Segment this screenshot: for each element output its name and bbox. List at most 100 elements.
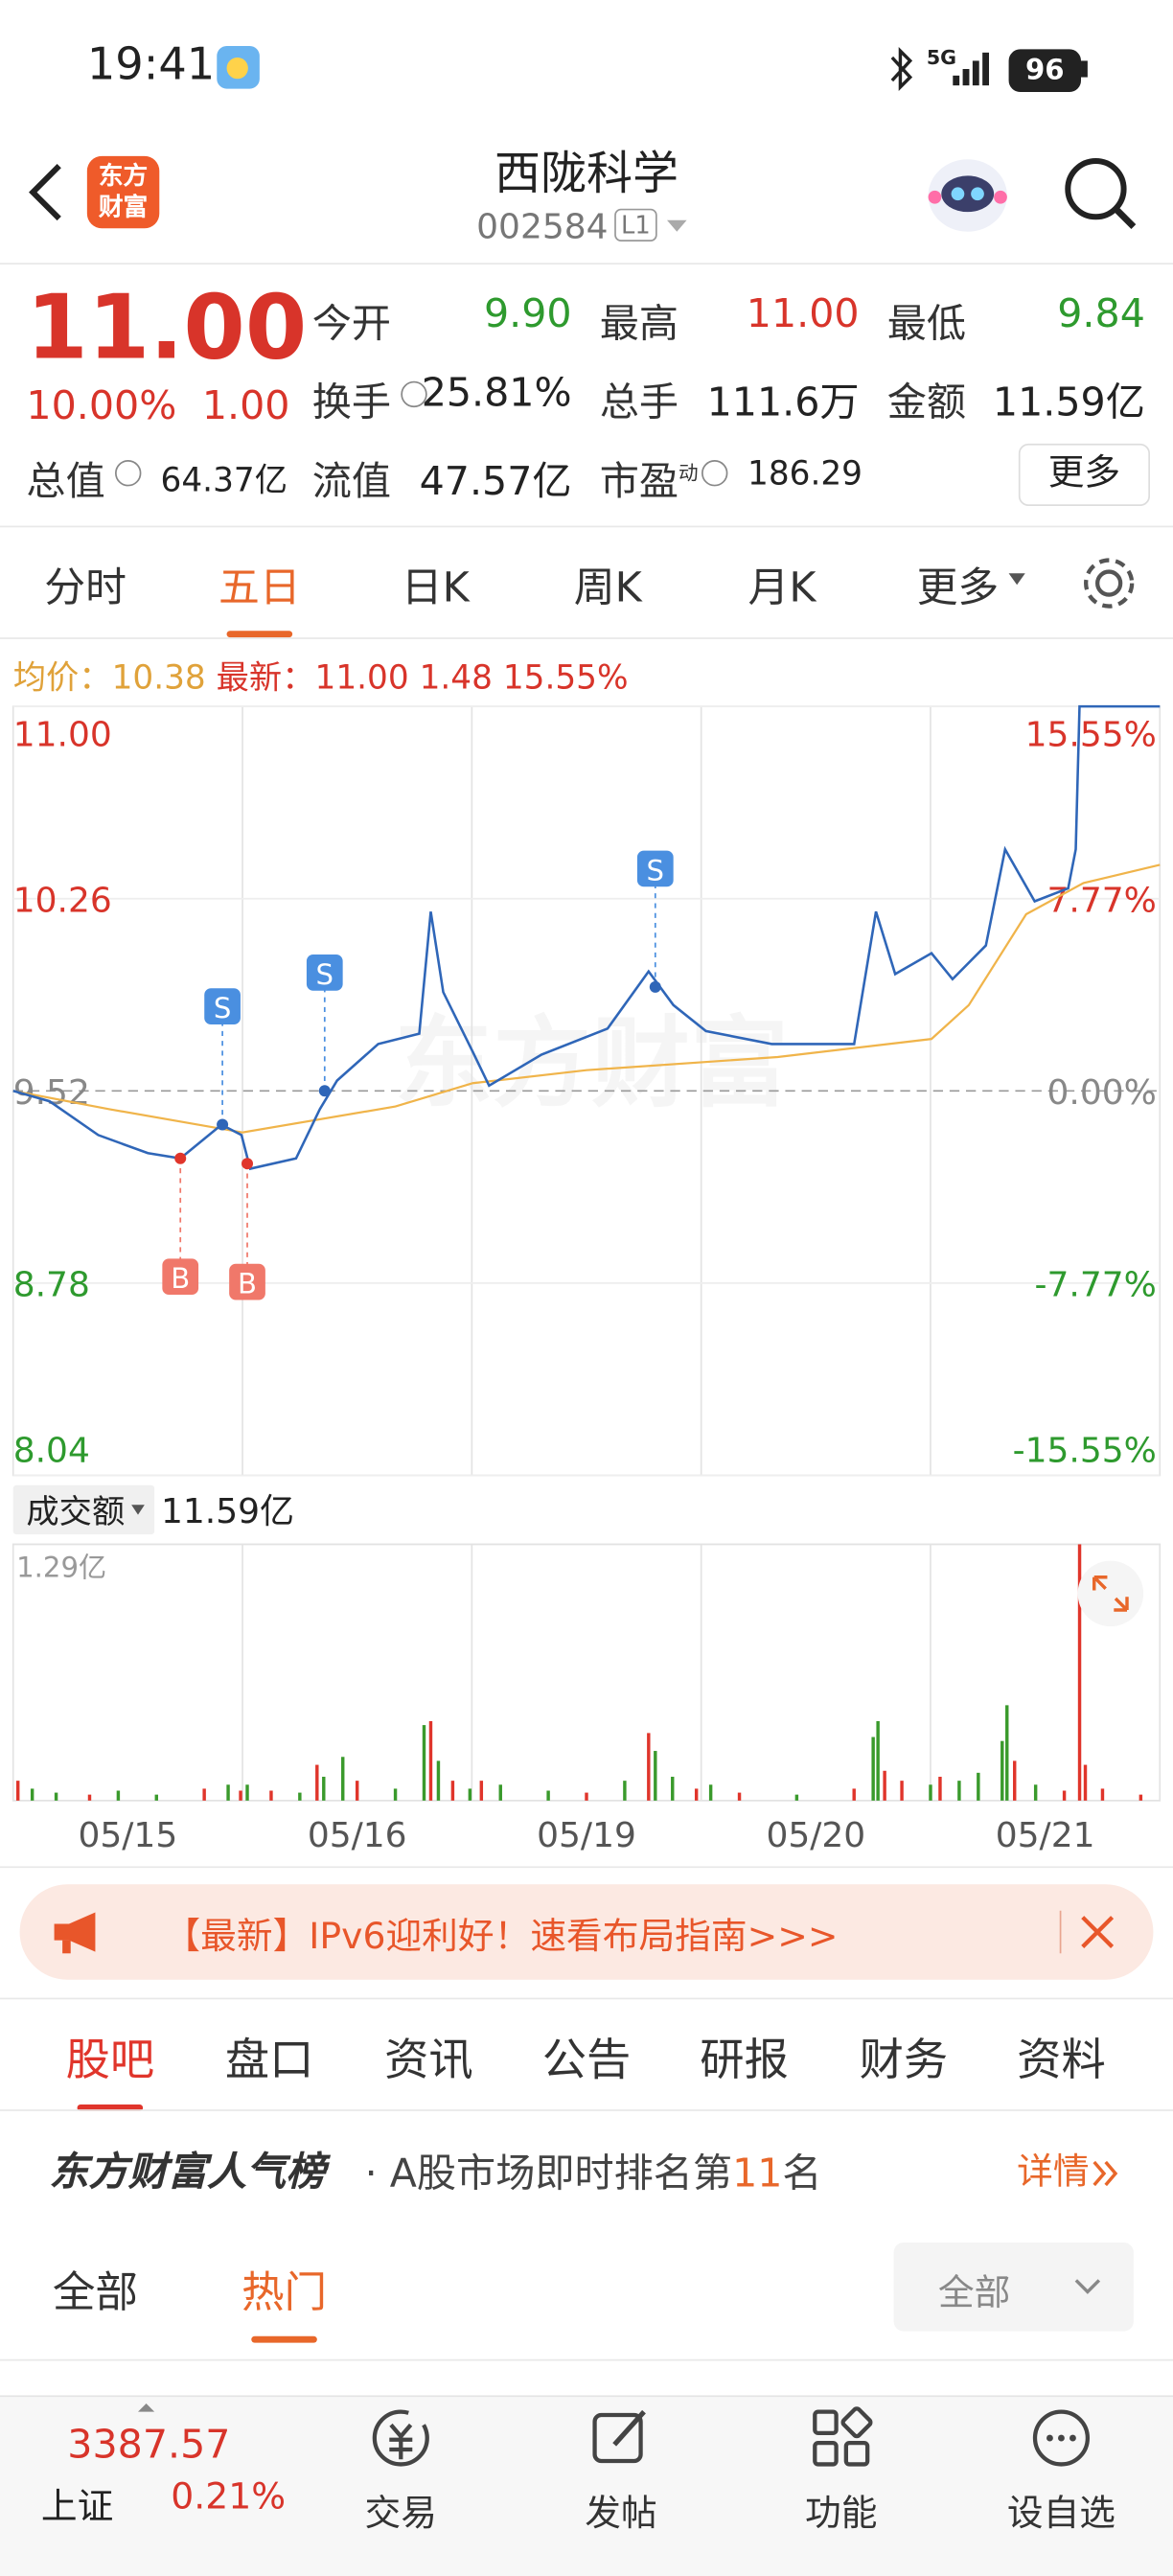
volume-bar [1077, 1544, 1082, 1801]
chart-tab[interactable]: 月K [748, 564, 816, 611]
trade-label: S [316, 958, 334, 991]
field-label: 最低 [886, 300, 967, 347]
volume-bar [1083, 1764, 1088, 1801]
change: 1.00 [201, 382, 290, 429]
watchlist-icon [1032, 2409, 1091, 2467]
volume-bar [479, 1781, 484, 1801]
nav-label[interactable]: 设自选 [1006, 2494, 1116, 2536]
chart-tab[interactable]: 周K [573, 564, 642, 611]
index-value[interactable]: 3387.57 [67, 2421, 231, 2468]
latest-change-pct: 15.55% [502, 656, 629, 697]
trade-point [174, 1152, 187, 1164]
tab-caret [1008, 573, 1025, 586]
volume-bar [202, 1788, 206, 1801]
banner-text: 【最新】IPv6迎利好！速看布局指南>>> [164, 1917, 839, 1959]
battery-tip [1081, 60, 1088, 78]
volume-caret [131, 1505, 145, 1515]
y2-tick-label: 0.00% [1046, 1073, 1156, 1113]
field-value: 186.29 [748, 453, 863, 494]
expand-icon [1092, 1576, 1129, 1612]
filter-tab[interactable]: 全部 [52, 2268, 139, 2318]
five-day-chart: 东方财富 11.0010.269.528.788.0415.55%7.77%0.… [12, 704, 1162, 1855]
settings-button[interactable] [1078, 552, 1140, 614]
post-icon [592, 2409, 646, 2464]
volume-bar [546, 1790, 550, 1801]
dropdown-text: 全部 [937, 2273, 1011, 2315]
x-tick-label: 05/15 [78, 1816, 177, 1855]
nav-label[interactable]: 交易 [364, 2494, 438, 2536]
ranking-link[interactable]: 详情 [1017, 2142, 1122, 2195]
content-tab[interactable]: 资讯 [384, 2036, 473, 2087]
content-tab[interactable]: 公告 [541, 2036, 632, 2087]
back-button[interactable] [23, 161, 72, 227]
volume-bar [468, 1788, 472, 1801]
trade-point [217, 1118, 229, 1131]
volume-bar [269, 1790, 273, 1801]
trade-label: B [238, 1268, 257, 1300]
field-value: 11.59亿 [992, 380, 1145, 426]
stock-code: 002584 [476, 207, 609, 247]
volume-label-box [12, 1484, 155, 1535]
news-banner[interactable]: 【最新】IPv6迎利好！速看布局指南>>> [19, 1884, 1154, 1980]
content-tab[interactable]: 股吧 [66, 2024, 155, 2088]
volume-bar [708, 1784, 713, 1801]
stock-name: 西陇科学 [494, 146, 679, 201]
field-label: 总值 [26, 458, 105, 505]
field-sup: 动 [678, 461, 699, 485]
latest-label: 最新： [216, 656, 315, 697]
info-icon[interactable] [401, 380, 427, 408]
last-price: 11.00 [26, 276, 308, 380]
avg-label: 均价： [12, 656, 112, 697]
content-tab[interactable]: 研报 [700, 2036, 789, 2087]
volume-bar [498, 1784, 502, 1801]
chart-tab[interactable]: 五日 [218, 555, 301, 614]
info-icon[interactable] [702, 460, 728, 487]
volume-bar [322, 1776, 326, 1801]
more-button[interactable]: 更多 [1018, 443, 1151, 507]
field-value: 25.81% [421, 369, 572, 416]
volume-bar [87, 1794, 92, 1801]
volume-bar [883, 1770, 886, 1801]
volume-bar [929, 1784, 932, 1801]
content-tab[interactable]: 资料 [1017, 2036, 1106, 2087]
latest-change: 1.48 [419, 656, 493, 697]
volume-bar [1000, 1740, 1004, 1801]
chart-tab[interactable]: 更多 [916, 564, 1000, 611]
field-label: 流值 [311, 458, 392, 505]
info-icon[interactable] [115, 460, 142, 487]
chart-tab[interactable]: 日K [401, 564, 470, 611]
volume-bar [957, 1781, 961, 1801]
filter-dropdown[interactable]: 全部 [893, 2242, 1134, 2332]
chart-tab[interactable]: 分时 [44, 564, 127, 611]
content-tab[interactable]: 盘口 [224, 2036, 314, 2087]
divider [0, 525, 1173, 528]
filter-tab[interactable]: 热门 [242, 2259, 327, 2319]
divider [0, 1997, 1173, 2000]
content-tab[interactable]: 财务 [859, 2036, 949, 2087]
volume-bar [298, 1792, 302, 1801]
level-badge: L1 [614, 208, 657, 242]
index-change: 0.21% [171, 2477, 287, 2519]
megaphone-icon [54, 1912, 96, 1954]
x-tick-label: 05/20 [766, 1816, 865, 1855]
ranking-text: · A股市场即时排名第11名 [365, 2141, 822, 2198]
search-button[interactable] [1061, 154, 1139, 233]
nav-label[interactable]: 功能 [804, 2494, 878, 2536]
volume-bar [900, 1781, 904, 1801]
volume-bar [154, 1794, 159, 1801]
code-dropdown[interactable] [664, 217, 690, 237]
y2-tick-label: 15.55% [1025, 715, 1157, 754]
app-logo[interactable]: 东方 财富 [86, 155, 160, 229]
ranking-separator: · [364, 2150, 378, 2197]
x-tick-label: 05/21 [996, 1816, 1095, 1855]
robot-avatar[interactable] [920, 151, 1015, 241]
nav-label[interactable]: 发帖 [585, 2494, 657, 2536]
chart-summary: 均价：10.38 最新：11.00 1.48 15.55% [13, 651, 629, 699]
logo-line: 东方 [98, 161, 149, 191]
trade-label: S [214, 992, 232, 1024]
volume-bar [671, 1776, 675, 1801]
field-label: 换手 [311, 380, 392, 426]
banner-close[interactable] [1078, 1912, 1117, 1951]
trade-badge [636, 850, 674, 887]
